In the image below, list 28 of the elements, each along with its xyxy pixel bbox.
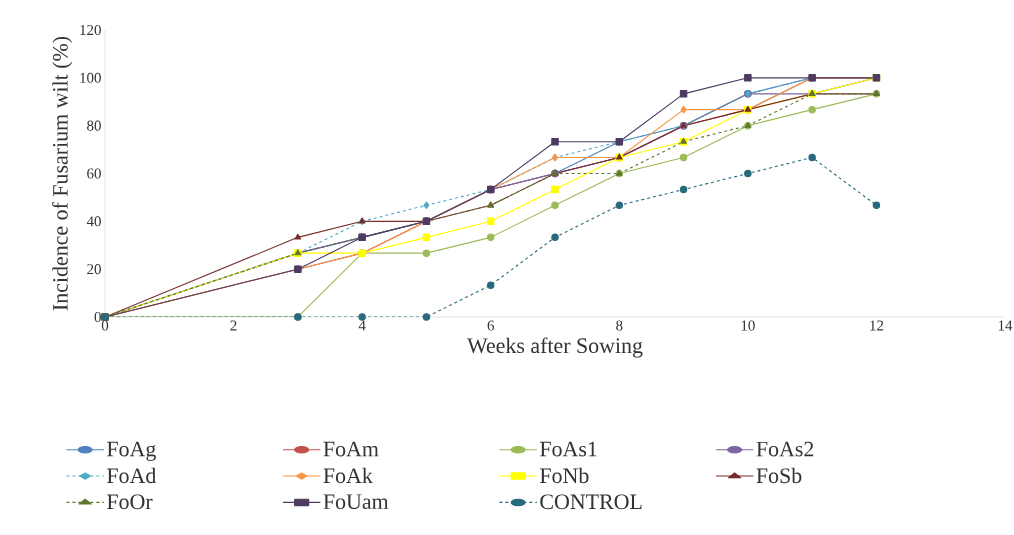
legend-label: FoAs2 <box>756 441 814 457</box>
x-tick-label: 6 <box>487 320 495 331</box>
legend-label: FoUam <box>323 494 389 510</box>
legend-label: FoNb <box>540 467 589 484</box>
y-tick-label: 100 <box>80 72 101 83</box>
y-axis-title: Incidence of Fusarium wilt (%) <box>52 36 73 311</box>
y-tick-label: 120 <box>80 24 101 36</box>
legend-label: FoSb <box>756 467 802 484</box>
y-tick-label: 40 <box>86 216 101 227</box>
x-tick-label: 14 <box>998 320 1013 331</box>
x-axis-title: Weeks after Sowing <box>467 337 643 358</box>
y-tick-label: 0 <box>94 311 101 323</box>
x-tick-label: 8 <box>616 320 623 331</box>
legend-label: FoAs1 <box>540 441 597 457</box>
x-tick-label: 12 <box>870 320 884 331</box>
x-tick-label: 10 <box>741 320 755 331</box>
y-tick-label: 20 <box>87 264 101 275</box>
legend-label: FoOr <box>107 494 153 510</box>
legend-label: CONTROL <box>540 494 642 510</box>
legend-label: FoAg <box>107 441 156 461</box>
y-tick-label: 60 <box>87 168 101 179</box>
legend-label: FoAm <box>323 441 379 457</box>
legend-label: FoAd <box>107 467 157 484</box>
x-tick-label: 0 <box>101 320 109 331</box>
x-tick-label: 4 <box>358 320 366 331</box>
x-tick-label: 2 <box>230 320 237 331</box>
y-tick-label: 80 <box>87 120 101 131</box>
legend-label: FoAk <box>323 467 373 484</box>
